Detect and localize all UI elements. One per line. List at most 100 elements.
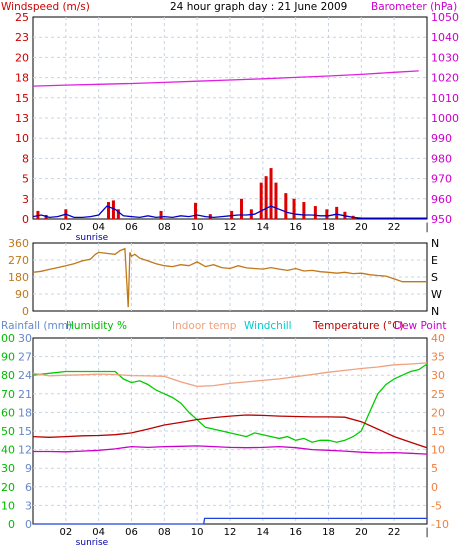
x-tick-label: 14 — [256, 222, 269, 233]
x-tick-label: 12 — [224, 527, 237, 538]
gust-bar — [230, 210, 234, 219]
y-tick-label-left: 20 — [1, 481, 15, 494]
barometer-axis-title: Barometer (hPa) — [371, 1, 457, 13]
x-tick-label: 06 — [125, 527, 138, 538]
gust-bar — [313, 206, 317, 219]
y-tick-label-right: 980 — [431, 152, 452, 165]
y-tick-label-rain: 9 — [25, 462, 32, 475]
x-tick-label-end: | — [425, 222, 428, 233]
y-tick-label-left: 90 — [15, 288, 29, 301]
wind-direction-line — [32, 247, 427, 308]
y-tick-label-rain: 27 — [18, 351, 32, 364]
legend-rainfall: Rainfall (mm) — [1, 320, 72, 332]
y-tick-label-left: 70 — [1, 388, 15, 401]
y-tick-label-right: 1030 — [431, 51, 459, 64]
gust-bar — [302, 202, 306, 219]
gust-bar — [259, 182, 263, 219]
y-tick-label-right: -5 — [431, 499, 442, 512]
x-tick-label: 16 — [289, 222, 302, 233]
y-tick-label-rain: 6 — [25, 481, 32, 494]
legend-dew-point: Dew Point — [394, 320, 447, 332]
gust-bar — [335, 206, 339, 219]
sunrise-label: sunrise — [76, 538, 109, 548]
x-tick-label: 20 — [355, 527, 368, 538]
y-tick-label-right: N — [431, 237, 439, 250]
y-tick-label-left: 13 — [15, 112, 29, 125]
gust-bar — [264, 176, 268, 219]
y-tick-label-right: 25 — [431, 388, 445, 401]
y-tick-label-right: -10 — [431, 518, 449, 531]
x-tick-label: 20 — [355, 222, 368, 233]
y-tick-label-right: 960 — [431, 193, 452, 206]
y-tick-label-left: 15 — [15, 92, 29, 105]
gust-bar — [284, 193, 288, 219]
dew-point-line — [33, 445, 428, 455]
y-tick-label-right: N — [431, 305, 439, 318]
y-tick-label-right: 0 — [431, 481, 438, 494]
y-tick-label-right: 20 — [431, 406, 445, 419]
y-tick-label-right: 1050 — [431, 11, 459, 24]
y-tick-label-right: S — [431, 271, 438, 284]
x-tick-label: 10 — [191, 222, 204, 233]
indoor-temp-line — [32, 362, 428, 388]
y-tick-label-right: 1040 — [431, 31, 459, 44]
y-tick-label-left: 30 — [1, 462, 15, 475]
gust-bar — [325, 209, 329, 219]
x-tick-label: 10 — [191, 527, 204, 538]
y-tick-label-right: 990 — [431, 132, 452, 145]
windspeed-axis-title: Windspeed (m/s) — [1, 1, 90, 13]
x-tick-label: 04 — [92, 527, 105, 538]
x-tick-label: 22 — [388, 527, 401, 538]
legend-windchill: Windchill — [244, 320, 292, 332]
y-tick-label-left: 8 — [22, 152, 29, 165]
gust-bar — [107, 202, 111, 219]
y-tick-label-left: 180 — [8, 271, 29, 284]
x-tick-label: 12 — [224, 222, 237, 233]
y-tick-label-left: 90 — [1, 351, 15, 364]
humidity-line — [32, 363, 428, 443]
gust-bar — [269, 168, 273, 219]
y-tick-label-rain: 18 — [18, 406, 32, 419]
x-tick-label: 18 — [322, 222, 335, 233]
y-tick-label-left: 10 — [1, 499, 15, 512]
y-tick-label-left: 5 — [22, 173, 29, 186]
y-tick-label-right: 1010 — [431, 92, 459, 105]
y-tick-label-right: 40 — [431, 332, 445, 345]
y-tick-label-right: E — [431, 254, 438, 267]
temperature-line — [32, 414, 428, 449]
avg-wind-line — [32, 205, 427, 219]
y-tick-label-left: 270 — [8, 254, 29, 267]
sunrise-label: sunrise — [76, 233, 109, 243]
x-tick-label: 22 — [388, 222, 401, 233]
y-tick-label-left: 3 — [22, 193, 29, 206]
y-tick-label-left: 360 — [8, 237, 29, 250]
y-tick-label-left: 0 — [22, 213, 29, 226]
y-tick-label-rain: 15 — [18, 425, 32, 438]
legend-humidity: Humidity % — [66, 320, 127, 332]
y-tick-label-left: 23 — [15, 31, 29, 44]
y-tick-label-rain: 21 — [18, 388, 32, 401]
x-tick-label-end: | — [425, 527, 428, 538]
y-tick-label-left: 25 — [15, 11, 29, 24]
y-tick-label-rain: 24 — [18, 369, 32, 382]
y-tick-label-right: 950 — [431, 213, 452, 226]
x-tick-label: 14 — [256, 527, 269, 538]
y-tick-label-rain: 30 — [18, 332, 32, 345]
gust-bar — [292, 198, 296, 219]
x-tick-label: 02 — [59, 527, 72, 538]
y-tick-label-right: 35 — [431, 351, 445, 364]
y-tick-label-left: 18 — [15, 72, 29, 85]
y-tick-label-rain: 0 — [25, 518, 32, 531]
x-tick-label: 06 — [125, 222, 138, 233]
y-tick-label-right: 10 — [431, 444, 445, 457]
barometer-line — [32, 70, 419, 87]
x-tick-label: 04 — [92, 222, 105, 233]
gust-bar — [159, 210, 163, 219]
legend-indoor-temp: Indoor temp — [172, 320, 237, 332]
y-tick-label-right: 970 — [431, 173, 452, 186]
y-tick-label-left: 100 — [0, 332, 15, 345]
y-tick-label-left: 10 — [15, 132, 29, 145]
gust-bar — [274, 182, 278, 219]
y-tick-label-rain: 3 — [25, 499, 32, 512]
